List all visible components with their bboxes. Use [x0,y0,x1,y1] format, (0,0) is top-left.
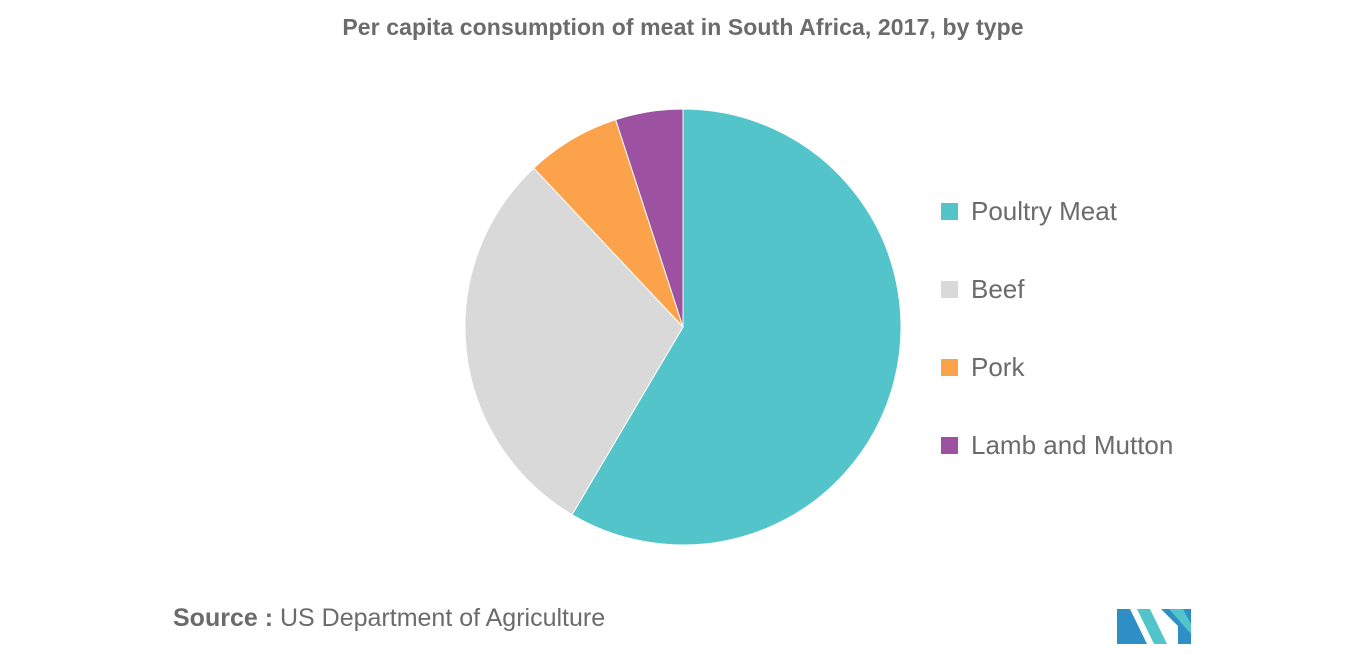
source-note: Source : US Department of Agriculture [173,604,605,633]
legend-item-beef: Beef [941,268,1173,346]
logo-shape-right-accent [1169,609,1191,634]
pie-slices [464,108,902,546]
mordor-intelligence-logo-icon [1117,609,1191,644]
legend-swatch-pork [941,359,958,376]
legend-swatch-beef [941,281,958,298]
logo-shape-left [1117,609,1147,644]
legend-item-pork: Pork [941,346,1173,424]
logo-shape-middle [1137,609,1167,644]
pie-slice-lamb-and-mutton [614,108,684,328]
legend-label-pork: Pork [971,352,1025,382]
chart-title: Per capita consumption of meat in South … [342,14,1024,40]
legend: Poultry Meat Beef Pork Lamb and Mutton [941,190,1173,502]
pie-slice-beef [464,167,684,516]
legend-label-beef: Beef [971,274,1025,304]
legend-item-poultry-meat: Poultry Meat [941,190,1173,268]
source-label: Source : [173,604,274,632]
legend-swatch-poultry-meat [941,203,958,220]
source-text: US Department of Agriculture [279,604,606,632]
legend-item-lamb-and-mutton: Lamb and Mutton [941,424,1173,502]
legend-label-poultry-meat: Poultry Meat [971,196,1117,226]
pie-slice-poultry-meat [571,108,902,546]
legend-swatch-lamb-and-mutton [941,437,958,454]
legend-label-lamb-and-mutton: Lamb and Mutton [971,430,1174,460]
